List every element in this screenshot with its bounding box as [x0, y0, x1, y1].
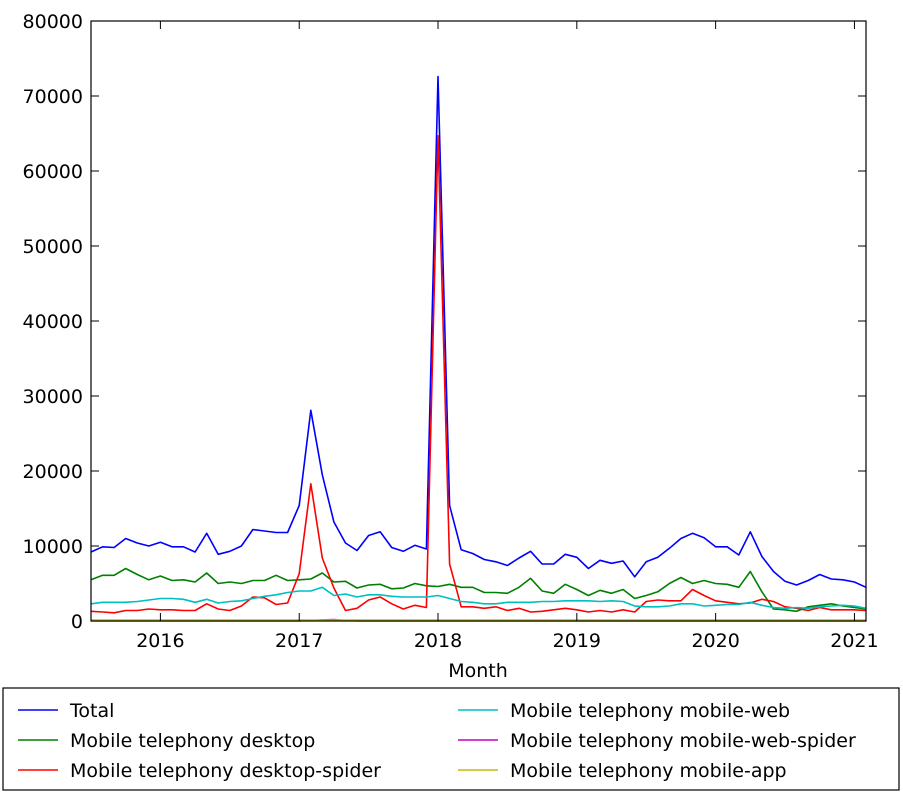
y-tick-label: 40000 — [23, 311, 83, 333]
series-line-1 — [90, 567, 867, 613]
series-line-0 — [90, 75, 867, 589]
legend-frame — [2, 687, 900, 791]
legend-label-4: Mobile telephony mobile-web-spider — [510, 730, 856, 752]
y-tick-label: 10000 — [23, 536, 83, 558]
y-tick-label: 60000 — [23, 161, 83, 183]
y-tick-label: 80000 — [23, 11, 83, 33]
y-tick-label: 0 — [71, 611, 83, 633]
series-layer — [90, 75, 867, 622]
legend-label-2: Mobile telephony desktop-spider — [70, 760, 381, 782]
ticks-layer: 0 10000 20000 30000 40000 50000 60000 70000 8000… — [23, 11, 879, 652]
y-tick-label: 20000 — [23, 461, 83, 483]
legend-label-0: Total — [69, 700, 114, 722]
x-tick-label: 2017 — [275, 630, 323, 652]
legend-label-3: Mobile telephony mobile-web — [510, 700, 790, 722]
y-tick-label: 70000 — [23, 86, 83, 108]
legend-label-1: Mobile telephony desktop — [70, 730, 315, 752]
legend-label-5: Mobile telephony mobile-app — [510, 760, 787, 782]
plot-frame — [90, 20, 867, 622]
legend-items: Total Mobile telephony desktop Mobile tele… — [18, 700, 856, 782]
x-tick-label: 2018 — [414, 630, 462, 652]
series-line-2 — [90, 135, 867, 614]
legend: Total Mobile telephony desktop Mobile tele… — [2, 687, 900, 791]
x-tick-label: 2020 — [691, 630, 739, 652]
x-tick-label: 2019 — [553, 630, 601, 652]
y-tick-label: 50000 — [23, 236, 83, 258]
x-tick-label: 2016 — [136, 630, 184, 652]
series-line-3 — [90, 586, 867, 610]
x-axis-title: Month — [448, 660, 508, 682]
y-tick-label: 30000 — [23, 386, 83, 408]
x-tick-label: 2021 — [830, 630, 878, 652]
